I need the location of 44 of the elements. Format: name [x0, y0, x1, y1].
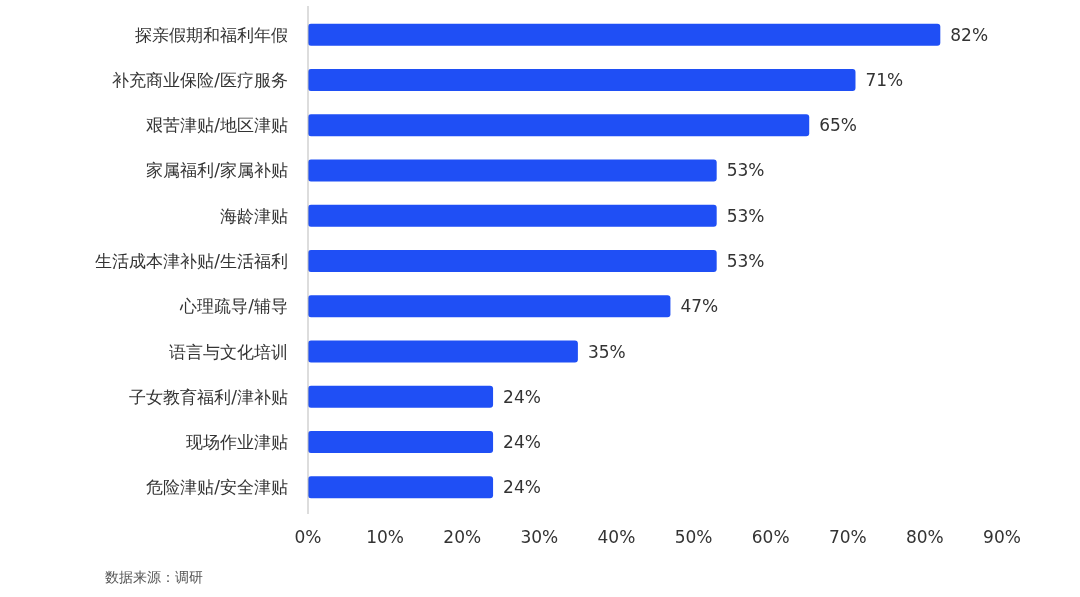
data-label: 82%: [950, 24, 989, 45]
y-tick-label: 艰苦津贴/地区津贴: [146, 115, 288, 136]
y-tick-label: 家属福利/家属补贴: [146, 160, 288, 181]
data-label: 24%: [503, 386, 541, 407]
bar: [308, 159, 717, 182]
x-tick-label: 70%: [828, 527, 867, 547]
y-tick-label: 海龄津贴: [220, 205, 288, 226]
y-tick-label: 补充商业保险/医疗服务: [112, 69, 288, 90]
data-label: 24%: [503, 477, 541, 498]
data-label: 47%: [680, 296, 719, 317]
bar: [308, 340, 578, 363]
data-label: 35%: [587, 341, 626, 362]
bar: [308, 476, 494, 499]
x-tick-label: 50%: [674, 527, 713, 547]
y-tick-label: 现场作业津贴: [186, 432, 288, 453]
x-tick-label: 60%: [751, 527, 790, 547]
data-label: 71%: [865, 69, 904, 90]
data-label: 24%: [503, 432, 541, 453]
bar: [308, 114, 810, 137]
bar: [308, 204, 717, 227]
y-tick-label: 生活成本津补贴/生活福利: [95, 251, 288, 271]
bar: [308, 68, 856, 91]
y-tick-label: 语言与文化培训: [169, 341, 288, 362]
x-tick-label: 20%: [443, 527, 482, 547]
bar: [308, 431, 494, 454]
data-label: 53%: [726, 160, 765, 181]
x-tick-label: 30%: [520, 527, 559, 547]
y-tick-label: 探亲假期和福利年假: [135, 24, 288, 45]
x-tick-label: 80%: [905, 527, 944, 547]
bar: [308, 295, 671, 318]
y-tick-label: 心理疏导/辅导: [179, 296, 288, 317]
data-label: 53%: [726, 251, 765, 271]
y-tick-label: 危险津贴/安全津贴: [146, 477, 288, 498]
x-tick-label: 40%: [597, 527, 636, 547]
data-label: 65%: [819, 115, 858, 136]
bar: [308, 385, 494, 408]
bar: [308, 23, 941, 46]
source-note: 数据来源：调研: [105, 569, 203, 585]
y-tick-label: 子女教育福利/津补贴: [129, 386, 288, 407]
x-tick-label: 90%: [983, 527, 1021, 547]
x-tick-label: 10%: [366, 527, 405, 547]
bar: [308, 250, 717, 272]
x-tick-label: 0%: [294, 527, 322, 547]
data-label: 53%: [726, 205, 765, 226]
